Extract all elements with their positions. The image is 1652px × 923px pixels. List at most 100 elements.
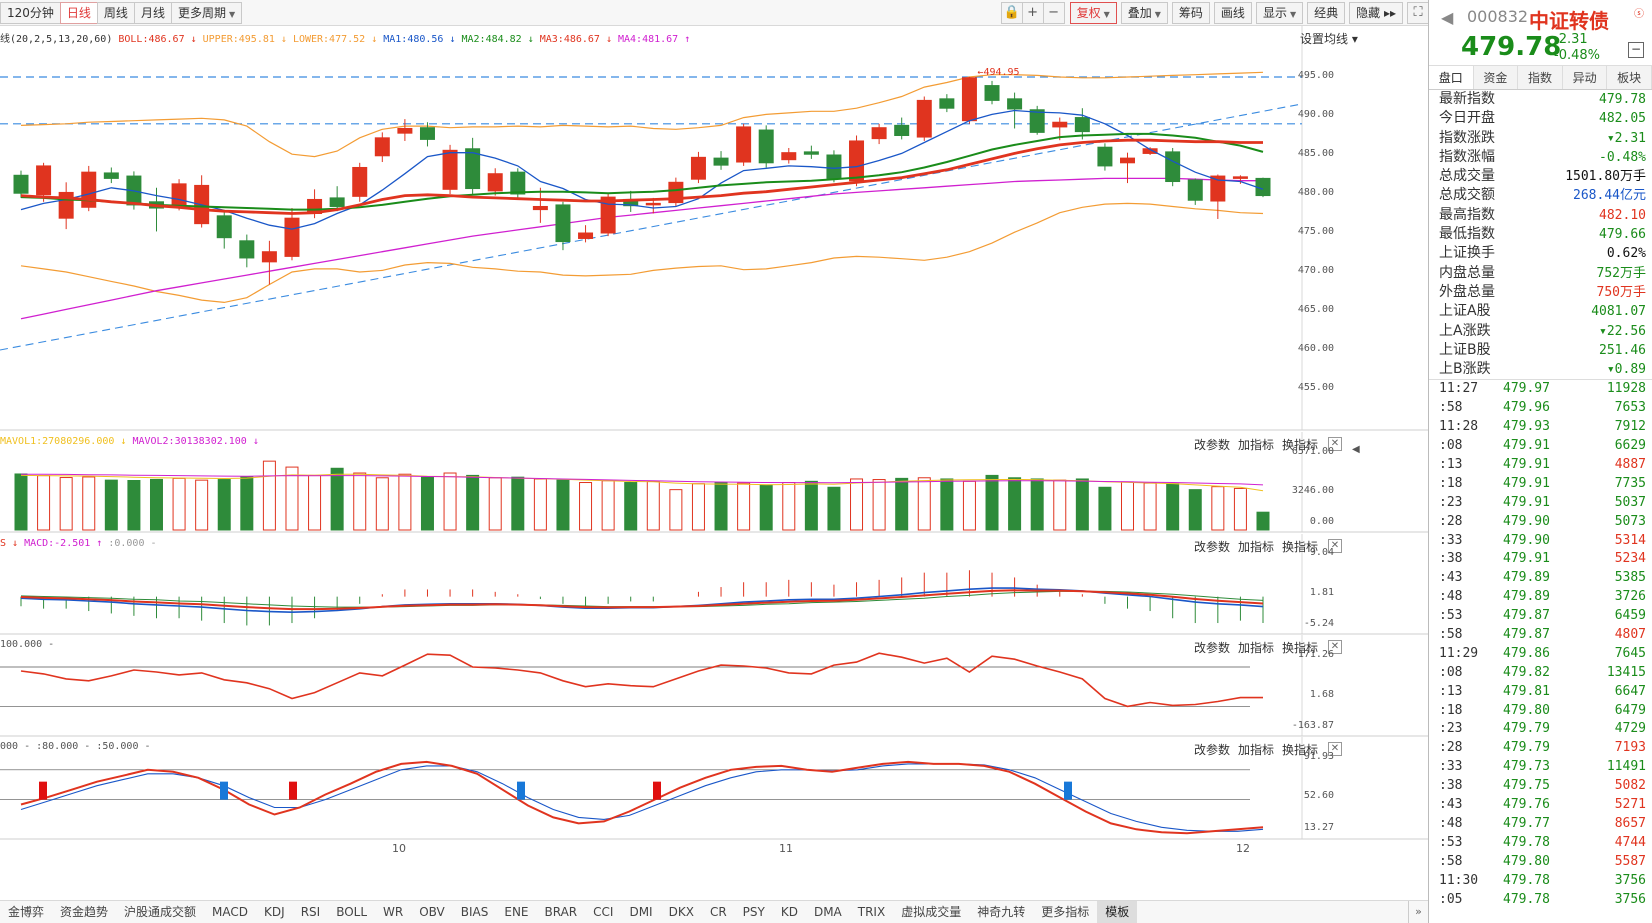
volume-bar[interactable]	[37, 475, 51, 531]
volume-bar[interactable]	[511, 476, 525, 531]
panel-tab-1[interactable]: 资金	[1474, 66, 1519, 89]
volume-bar[interactable]	[601, 480, 615, 531]
volume-bar[interactable]	[195, 479, 209, 531]
indicator-tab-15[interactable]: CR	[709, 905, 727, 919]
volume-bar[interactable]	[1030, 478, 1044, 531]
volume-bar[interactable]	[714, 482, 728, 531]
pane-tool-button[interactable]: 加指标	[1237, 641, 1274, 655]
pane-tool-button[interactable]: 改参数	[1193, 540, 1230, 554]
candle-body[interactable]	[397, 127, 413, 134]
tick-list[interactable]: 11:27 479.97 11928:58 479.96 7653 11:28 479.93…	[1429, 380, 1652, 909]
panel-tab-3[interactable]: 异动	[1563, 66, 1608, 89]
candle-body[interactable]	[442, 149, 458, 190]
volume-bar[interactable]	[1098, 486, 1112, 531]
candle-body[interactable]	[36, 165, 52, 196]
volume-bar[interactable]	[1166, 483, 1180, 531]
toolbar-item-6[interactable]: 隐藏 ▸▸	[1349, 2, 1403, 24]
volume-bar[interactable]	[375, 477, 389, 531]
volume-bar[interactable]	[59, 477, 73, 531]
kline-chart[interactable]: ←494.95 10 11 12	[0, 26, 1428, 900]
period-button-1[interactable]: 日线	[59, 2, 98, 24]
candle-body[interactable]	[1029, 109, 1045, 133]
pane-tool-button[interactable]: 加指标	[1237, 540, 1274, 554]
candle-body[interactable]	[645, 202, 661, 206]
volume-bar[interactable]	[14, 473, 28, 531]
pane-tool-button[interactable]: 加指标	[1237, 743, 1274, 757]
volume-bar[interactable]	[330, 467, 344, 531]
volume-bar[interactable]	[420, 476, 434, 531]
indicator-tab-23[interactable]: 模板	[1097, 901, 1138, 923]
indicator-tab-17[interactable]: KD	[780, 905, 798, 919]
volume-bar[interactable]	[962, 480, 976, 531]
indicator-tab-0[interactable]: 金博弈	[8, 905, 45, 919]
candle-body[interactable]	[690, 156, 706, 180]
volume-bar[interactable]	[691, 483, 705, 531]
volume-bar[interactable]	[240, 476, 254, 531]
pane-tool-button[interactable]: 换指标	[1281, 438, 1318, 452]
volume-bar[interactable]	[850, 478, 864, 531]
volume-bar[interactable]	[82, 476, 96, 531]
volume-bar[interactable]	[985, 474, 999, 531]
indicator-tab-13[interactable]: DMI	[629, 905, 653, 919]
panel-collapse-handle[interactable]: ◀	[1352, 444, 1360, 455]
candle-body[interactable]	[871, 127, 887, 140]
period-button-3[interactable]: 月线	[133, 2, 172, 24]
period-button-4[interactable]: 更多周期 ▼	[170, 2, 243, 24]
volume-bar[interactable]	[488, 477, 502, 531]
pane-tool-button[interactable]: 改参数	[1193, 438, 1230, 452]
candle-body[interactable]	[555, 204, 571, 243]
pane-tool-button[interactable]: 换指标	[1281, 641, 1318, 655]
pane-tool-button[interactable]: 换指标	[1281, 743, 1318, 757]
panel-tab-4[interactable]: 板块	[1607, 66, 1652, 89]
panel-tab-0[interactable]: 盘口	[1429, 66, 1474, 89]
close-pane-icon[interactable]: ✕	[1328, 742, 1342, 756]
toolbar-item-5[interactable]: 经典	[1307, 2, 1346, 24]
candle-body[interactable]	[103, 172, 119, 179]
indicator-tab-12[interactable]: CCI	[593, 905, 614, 919]
volume-bar[interactable]	[398, 473, 412, 531]
indicator-tab-11[interactable]: BRAR	[544, 905, 578, 919]
candle-body[interactable]	[58, 191, 74, 219]
indicator-tab-4[interactable]: KDJ	[264, 905, 285, 919]
candle-body[interactable]	[849, 140, 865, 182]
minimize-panel-icon[interactable]: −	[1628, 42, 1644, 58]
pane-tool-button[interactable]: 改参数	[1193, 743, 1230, 757]
period-button-2[interactable]: 周线	[96, 2, 135, 24]
candle-body[interactable]	[758, 129, 774, 164]
candle-body[interactable]	[1007, 98, 1023, 110]
volume-bar[interactable]	[1256, 511, 1270, 531]
indicator-tab-5[interactable]: RSI	[300, 905, 321, 919]
volume-bar[interactable]	[217, 479, 231, 531]
pane-tool-button[interactable]: 加指标	[1237, 438, 1274, 452]
volume-bar[interactable]	[127, 480, 141, 531]
candle-body[interactable]	[374, 137, 390, 157]
candle-body[interactable]	[939, 98, 955, 109]
candle-body[interactable]	[487, 173, 503, 192]
panel-tab-2[interactable]: 指数	[1518, 66, 1563, 89]
candle-body[interactable]	[1120, 157, 1136, 164]
volume-bar[interactable]	[895, 477, 909, 531]
indicator-tab-14[interactable]: DKX	[668, 905, 694, 919]
candle-body[interactable]	[352, 166, 368, 197]
volume-bar[interactable]	[149, 478, 163, 531]
kline-chart-area[interactable]: ←494.95 10 11 12 线(20,2,5,13,20,60) BOLL:486…	[0, 26, 1428, 900]
candle-body[interactable]	[532, 205, 548, 211]
help-icon[interactable]: ⓢ	[1634, 9, 1644, 20]
volume-bar[interactable]	[262, 460, 276, 531]
volume-bar[interactable]	[556, 479, 570, 531]
candle-body[interactable]	[1052, 121, 1068, 128]
candle-body[interactable]	[171, 183, 187, 207]
volume-bar[interactable]	[827, 486, 841, 531]
candle-body[interactable]	[713, 157, 729, 166]
volume-bar[interactable]	[917, 477, 931, 531]
volume-bar[interactable]	[940, 478, 954, 531]
candle-body[interactable]	[916, 99, 932, 138]
period-button-0[interactable]: 120分钟	[0, 2, 61, 24]
volume-bar[interactable]	[782, 482, 796, 531]
indicator-tab-22[interactable]: 更多指标	[1041, 905, 1090, 919]
volume-bar[interactable]	[308, 474, 322, 531]
indicator-tab-6[interactable]: BOLL	[336, 905, 368, 919]
volume-bar[interactable]	[804, 480, 818, 531]
volume-bar[interactable]	[737, 482, 751, 531]
toolbar-item-2[interactable]: 筹码	[1171, 2, 1210, 24]
